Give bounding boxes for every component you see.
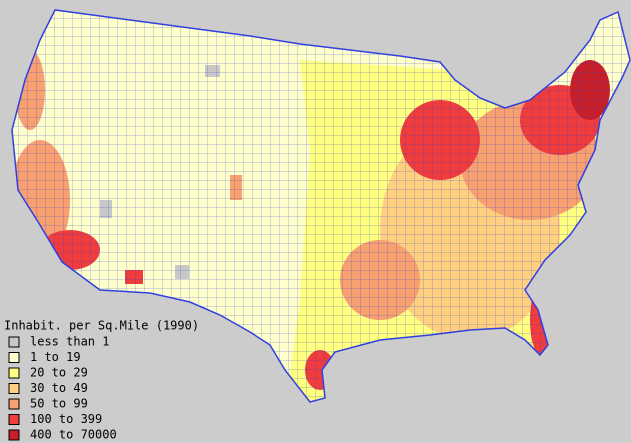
legend-label: 20 to 29 — [30, 366, 88, 380]
legend-swatch — [8, 429, 20, 441]
legend-title: Inhabit. per Sq.Mile (1990) — [4, 319, 199, 333]
legend-label: 30 to 49 — [30, 381, 88, 395]
legend-swatch — [8, 398, 20, 410]
legend-swatch — [8, 383, 20, 394]
legend-label: 50 to 99 — [30, 397, 88, 411]
legend: Inhabit. per Sq.Mile (1990) less than 11… — [4, 319, 199, 442]
legend-label: 100 to 399 — [30, 412, 102, 426]
legend-swatch — [8, 367, 20, 379]
legend-label: 400 to 70000 — [30, 428, 117, 442]
legend-label: less than 1 — [30, 335, 109, 349]
legend-swatch — [8, 414, 20, 425]
legend-swatch — [8, 336, 20, 348]
legend-label: 1 to 19 — [30, 350, 81, 364]
legend-swatch — [8, 352, 20, 363]
